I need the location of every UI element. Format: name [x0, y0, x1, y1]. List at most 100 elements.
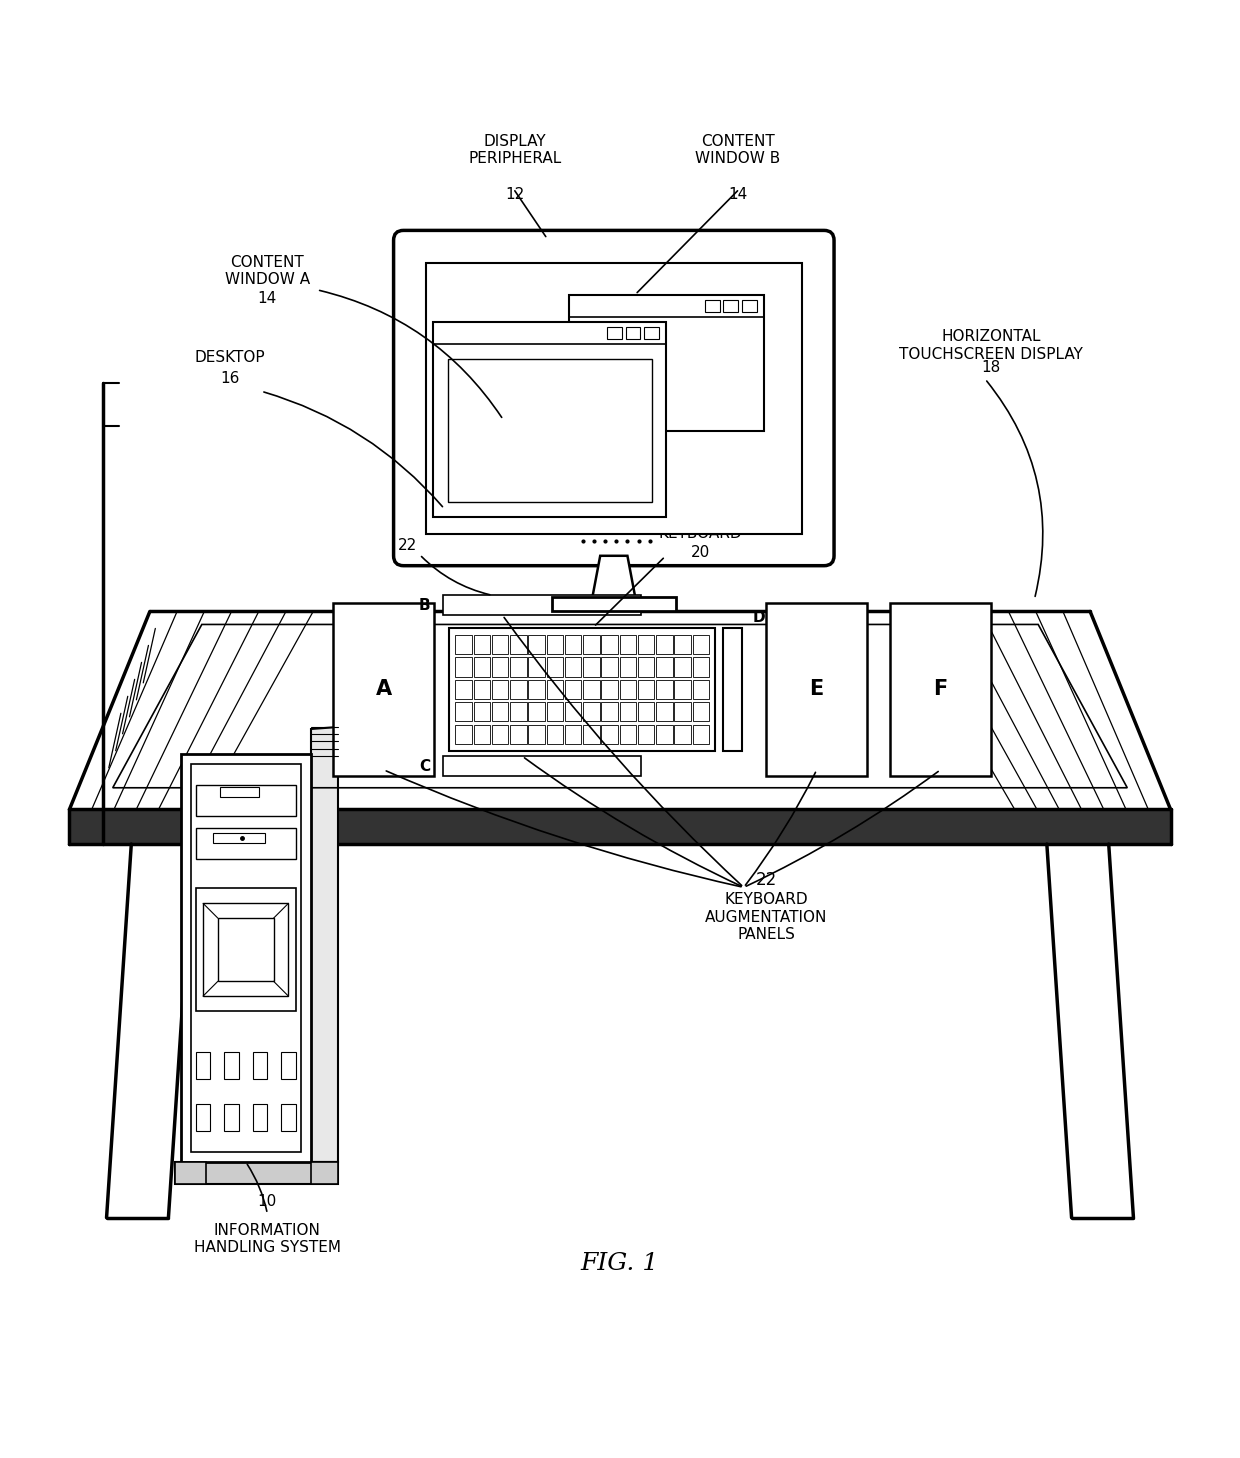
Bar — [565, 658, 582, 677]
Text: A: A — [376, 679, 392, 700]
Bar — [203, 904, 289, 996]
Bar — [626, 327, 641, 340]
Bar — [219, 787, 259, 798]
Bar — [565, 725, 582, 744]
Bar — [547, 679, 563, 698]
Bar — [583, 703, 600, 722]
Bar — [492, 703, 508, 722]
Bar — [455, 703, 472, 722]
Text: D: D — [753, 609, 765, 625]
Bar — [583, 658, 600, 677]
Bar — [742, 300, 756, 312]
Bar — [510, 636, 527, 655]
Text: 12: 12 — [505, 187, 525, 203]
Text: INFORMATION
HANDLING SYSTEM: INFORMATION HANDLING SYSTEM — [193, 1223, 341, 1255]
Polygon shape — [69, 809, 1171, 844]
Bar — [443, 757, 641, 776]
Bar — [675, 679, 691, 698]
Text: KEYBOARD: KEYBOARD — [658, 526, 743, 541]
Bar — [443, 595, 641, 615]
Text: DISPLAY
PERIPHERAL: DISPLAY PERIPHERAL — [469, 134, 562, 166]
Text: DESKTOP: DESKTOP — [195, 350, 265, 366]
Bar — [547, 725, 563, 744]
Bar — [693, 703, 709, 722]
Bar — [656, 703, 672, 722]
Bar — [601, 658, 618, 677]
Bar — [528, 658, 544, 677]
Text: FIG. 1: FIG. 1 — [580, 1252, 660, 1274]
Bar — [693, 679, 709, 698]
Bar — [620, 703, 636, 722]
Bar — [637, 658, 655, 677]
Bar — [675, 658, 691, 677]
Text: 14: 14 — [728, 187, 748, 203]
Bar — [675, 725, 691, 744]
Bar — [528, 679, 544, 698]
Bar — [218, 919, 274, 981]
FancyBboxPatch shape — [393, 230, 835, 566]
Bar — [191, 764, 301, 1152]
Bar — [474, 636, 490, 655]
Bar — [196, 1051, 211, 1079]
Bar — [766, 602, 868, 776]
Bar — [334, 602, 434, 776]
Bar — [474, 679, 490, 698]
Bar — [693, 658, 709, 677]
Bar — [656, 636, 672, 655]
Bar — [645, 327, 658, 340]
Bar — [253, 1051, 268, 1079]
Bar — [492, 725, 508, 744]
Bar — [510, 725, 527, 744]
Text: B: B — [419, 598, 430, 612]
Bar — [552, 596, 676, 611]
Text: CONTENT
WINDOW A: CONTENT WINDOW A — [224, 255, 310, 287]
Bar — [723, 627, 743, 751]
Bar — [637, 679, 655, 698]
Bar — [620, 636, 636, 655]
Bar — [281, 1104, 296, 1131]
Bar — [601, 725, 618, 744]
Bar — [425, 262, 802, 534]
Bar — [583, 636, 600, 655]
Bar — [224, 1051, 239, 1079]
Bar — [547, 703, 563, 722]
Bar — [455, 636, 472, 655]
Bar — [583, 679, 600, 698]
Text: F: F — [934, 679, 947, 700]
Bar — [181, 754, 311, 1162]
Bar — [565, 679, 582, 698]
Bar — [890, 602, 991, 776]
Bar — [213, 833, 265, 843]
Text: 20: 20 — [691, 545, 711, 560]
Bar — [675, 703, 691, 722]
Bar — [281, 1051, 296, 1079]
Polygon shape — [175, 1162, 339, 1184]
Bar — [723, 300, 738, 312]
Bar — [455, 658, 472, 677]
Bar — [196, 784, 296, 815]
Bar — [620, 679, 636, 698]
Bar — [196, 1104, 211, 1131]
Bar — [601, 703, 618, 722]
Bar — [656, 725, 672, 744]
Text: C: C — [419, 758, 430, 774]
Text: CONTENT
WINDOW B: CONTENT WINDOW B — [694, 134, 780, 166]
Bar — [547, 636, 563, 655]
Bar — [637, 703, 655, 722]
Bar — [620, 658, 636, 677]
Bar — [492, 658, 508, 677]
Bar — [601, 636, 618, 655]
Text: 22: 22 — [398, 538, 417, 554]
Polygon shape — [311, 726, 339, 1162]
Bar — [433, 322, 666, 518]
Bar — [492, 636, 508, 655]
Bar — [474, 658, 490, 677]
Text: 18: 18 — [982, 360, 1001, 375]
Bar — [637, 725, 655, 744]
Polygon shape — [175, 1162, 206, 1184]
Bar — [510, 703, 527, 722]
Text: 14: 14 — [258, 292, 277, 306]
Bar — [528, 703, 544, 722]
Bar — [601, 679, 618, 698]
Bar — [704, 300, 719, 312]
